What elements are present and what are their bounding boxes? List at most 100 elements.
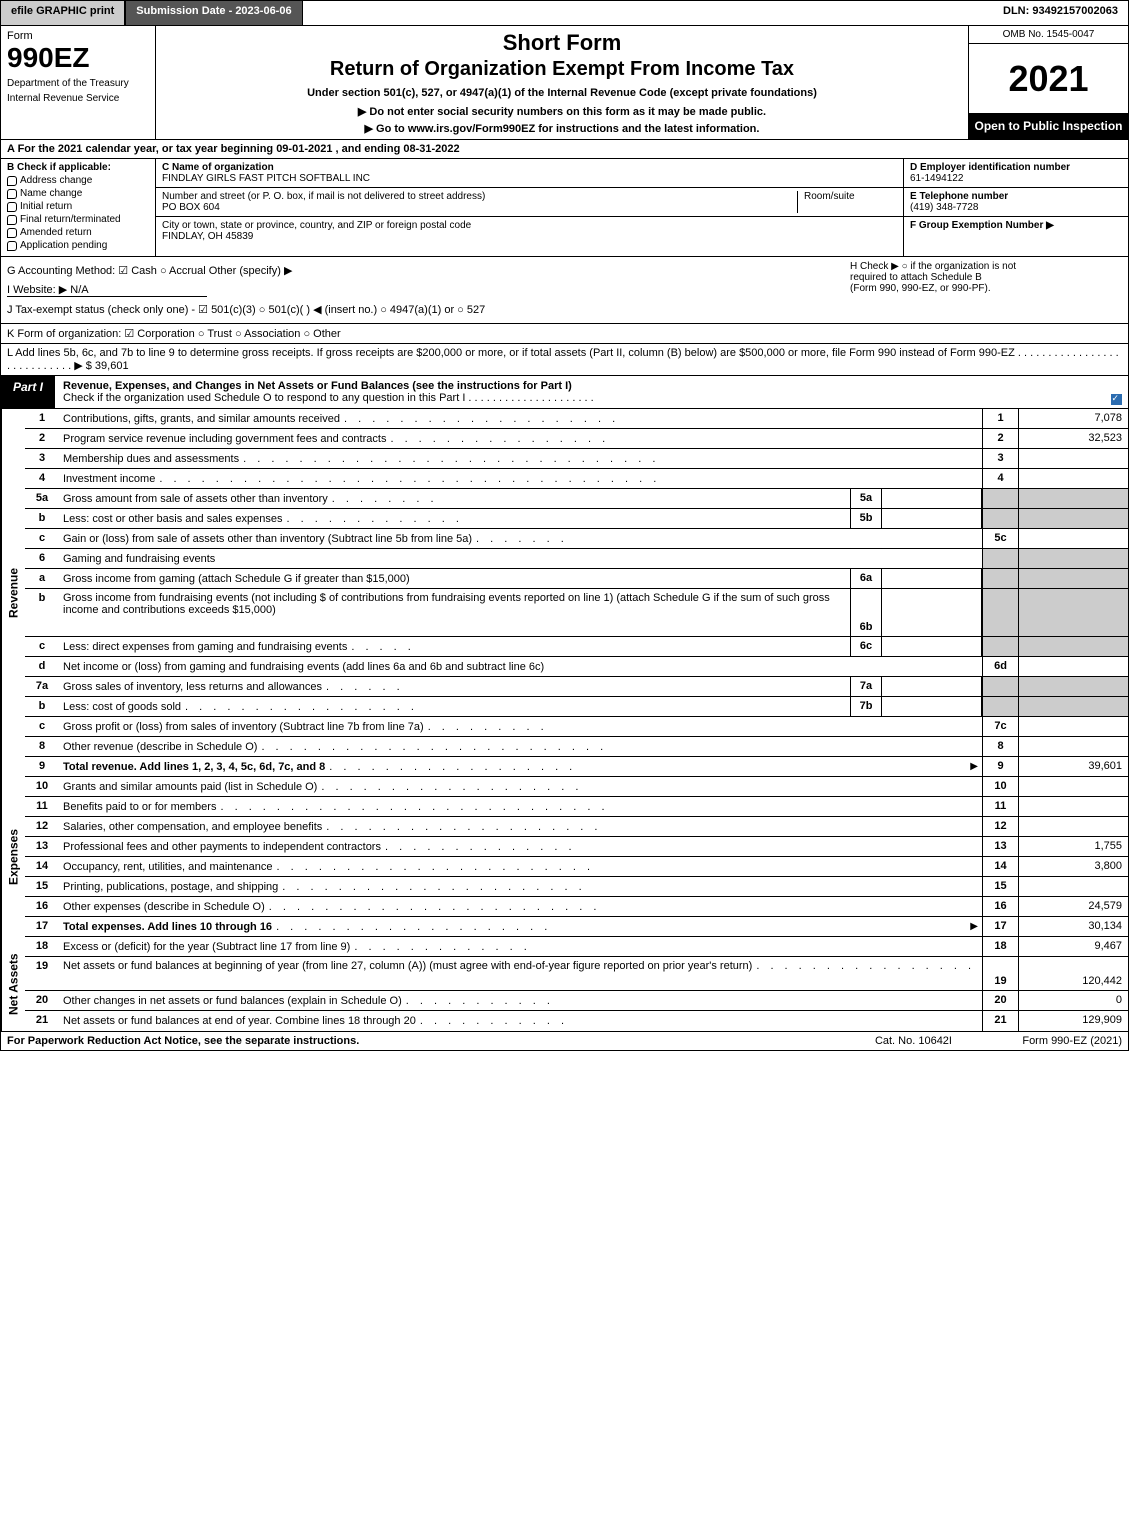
part-1-title-block: Revenue, Expenses, and Changes in Net As… xyxy=(55,376,1104,408)
row-19: 19 Net assets or fund balances at beginn… xyxy=(25,957,1128,991)
org-city-row: City or town, state or province, country… xyxy=(156,217,903,245)
row-3: 3 Membership dues and assessments. . . .… xyxy=(25,449,1128,469)
line-desc: Net income or (loss) from gaming and fun… xyxy=(59,657,982,676)
row-5c: c Gain or (loss) from sale of assets oth… xyxy=(25,529,1128,549)
line-desc: Salaries, other compensation, and employ… xyxy=(59,817,982,836)
line-rt-num-shade xyxy=(982,589,1018,636)
misc-block: G Accounting Method: ☑ Cash ○ Accrual Ot… xyxy=(0,257,1129,324)
column-b: B Check if applicable: Address change Na… xyxy=(1,159,156,256)
addr-label: Number and street (or P. O. box, if mail… xyxy=(162,191,485,202)
line-num: b xyxy=(25,697,59,716)
inner-val xyxy=(882,697,982,716)
line-rt-num: 15 xyxy=(982,877,1018,896)
footer-cat-no: Cat. No. 10642I xyxy=(875,1035,952,1047)
inner-num: 5b xyxy=(850,509,882,528)
line-rt-num: 21 xyxy=(982,1011,1018,1031)
line-rt-num: 14 xyxy=(982,857,1018,876)
revenue-ledger: Revenue 1 Contributions, gifts, grants, … xyxy=(0,409,1129,777)
line-desc: Benefits paid to or for members. . . . .… xyxy=(59,797,982,816)
row-21: 21 Net assets or fund balances at end of… xyxy=(25,1011,1128,1031)
line-desc: Total expenses. Add lines 10 through 16.… xyxy=(59,917,982,936)
line-rt-num: 3 xyxy=(982,449,1018,468)
line-num: 4 xyxy=(25,469,59,488)
line-num: 5a xyxy=(25,489,59,508)
line-desc: Net assets or fund balances at end of ye… xyxy=(59,1011,982,1031)
expenses-side-label: Expenses xyxy=(1,777,25,937)
chk-initial-return[interactable]: Initial return xyxy=(7,201,149,212)
line-num: b xyxy=(25,509,59,528)
chk-application-pending[interactable]: Application pending xyxy=(7,240,149,251)
line-rt-val xyxy=(1018,777,1128,796)
column-de: D Employer identification number 61-1494… xyxy=(903,159,1128,256)
info-grid: B Check if applicable: Address change Na… xyxy=(0,159,1129,257)
part-1-subtitle: Check if the organization used Schedule … xyxy=(63,392,594,404)
line-rt-val xyxy=(1018,797,1128,816)
line-rt-num: 7c xyxy=(982,717,1018,736)
ssn-notice: ▶ Do not enter social security numbers o… xyxy=(166,105,958,118)
line-rt-num: 6d xyxy=(982,657,1018,676)
line-h2: required to attach Schedule B xyxy=(850,272,1122,283)
line-rt-val: 30,134 xyxy=(1018,917,1128,936)
net-assets-body: 18 Excess or (deficit) for the year (Sub… xyxy=(25,937,1128,1031)
irs-link[interactable]: ▶ Go to www.irs.gov/Form990EZ for instru… xyxy=(166,122,958,135)
line-rt-num-shade xyxy=(982,637,1018,656)
checkbox-icon xyxy=(7,228,17,238)
line-rt-val: 7,078 xyxy=(1018,409,1128,428)
row-6d: d Net income or (loss) from gaming and f… xyxy=(25,657,1128,677)
col-b-label: B Check if applicable: xyxy=(7,162,149,173)
line-num: d xyxy=(25,657,59,676)
line-rt-num: 5c xyxy=(982,529,1018,548)
line-rt-val-shade xyxy=(1018,549,1128,568)
line-rt-num: 20 xyxy=(982,991,1018,1010)
line-rt-num: 13 xyxy=(982,837,1018,856)
line-desc: Gross sales of inventory, less returns a… xyxy=(59,677,850,696)
line-rt-val xyxy=(1018,717,1128,736)
line-desc: Investment income. . . . . . . . . . . .… xyxy=(59,469,982,488)
submission-date: Submission Date - 2023-06-06 xyxy=(126,1,302,25)
line-rt-val xyxy=(1018,737,1128,756)
chk-label-text: Name change xyxy=(20,188,82,199)
line-l-gross-receipts: L Add lines 5b, 6c, and 7b to line 9 to … xyxy=(0,344,1129,376)
header-right: OMB No. 1545-0047 2021 Open to Public In… xyxy=(968,26,1128,139)
inner-num: 6c xyxy=(850,637,882,656)
phone-label: E Telephone number xyxy=(910,191,1008,202)
line-rt-num-shade xyxy=(982,697,1018,716)
line-rt-val xyxy=(1018,449,1128,468)
line-rt-val xyxy=(1018,657,1128,676)
department-irs: Internal Revenue Service xyxy=(7,93,149,104)
line-num: 7a xyxy=(25,677,59,696)
omb-number: OMB No. 1545-0047 xyxy=(969,26,1128,44)
chk-name-change[interactable]: Name change xyxy=(7,188,149,199)
part-1-title: Revenue, Expenses, and Changes in Net As… xyxy=(63,380,572,392)
line-desc: Less: cost or other basis and sales expe… xyxy=(59,509,850,528)
title-short-form: Short Form xyxy=(166,30,958,56)
section-a-tax-year: A For the 2021 calendar year, or tax yea… xyxy=(0,140,1129,159)
part-1-checkbox-cell xyxy=(1104,376,1128,408)
org-name-value: FINDLAY GIRLS FAST PITCH SOFTBALL INC xyxy=(162,173,370,184)
line-rt-num: 2 xyxy=(982,429,1018,448)
line-rt-val: 0 xyxy=(1018,991,1128,1010)
form-number: 990EZ xyxy=(7,42,149,74)
chk-final-return[interactable]: Final return/terminated xyxy=(7,214,149,225)
row-5a: 5a Gross amount from sale of assets othe… xyxy=(25,489,1128,509)
inner-num: 6b xyxy=(850,589,882,636)
line-rt-num: 17 xyxy=(982,917,1018,936)
cell-e-phone: E Telephone number (419) 348-7728 xyxy=(904,188,1128,217)
line-num: 14 xyxy=(25,857,59,876)
row-13: 13 Professional fees and other payments … xyxy=(25,837,1128,857)
chk-address-change[interactable]: Address change xyxy=(7,175,149,186)
footer-paperwork: For Paperwork Reduction Act Notice, see … xyxy=(7,1035,875,1047)
line-rt-val: 129,909 xyxy=(1018,1011,1128,1031)
chk-label-text: Amended return xyxy=(20,227,92,238)
chk-amended-return[interactable]: Amended return xyxy=(7,227,149,238)
row-8: 8 Other revenue (describe in Schedule O)… xyxy=(25,737,1128,757)
page-footer: For Paperwork Reduction Act Notice, see … xyxy=(0,1032,1129,1051)
line-rt-num: 18 xyxy=(982,937,1018,956)
efile-print-button[interactable]: efile GRAPHIC print xyxy=(1,1,126,25)
line-num: 10 xyxy=(25,777,59,796)
schedule-o-checkbox-icon[interactable] xyxy=(1111,394,1122,405)
row-6a: a Gross income from gaming (attach Sched… xyxy=(25,569,1128,589)
department-treasury: Department of the Treasury xyxy=(7,78,149,89)
line-h3: (Form 990, 990-EZ, or 990-PF). xyxy=(850,283,1122,294)
net-assets-side-label: Net Assets xyxy=(1,937,25,1031)
